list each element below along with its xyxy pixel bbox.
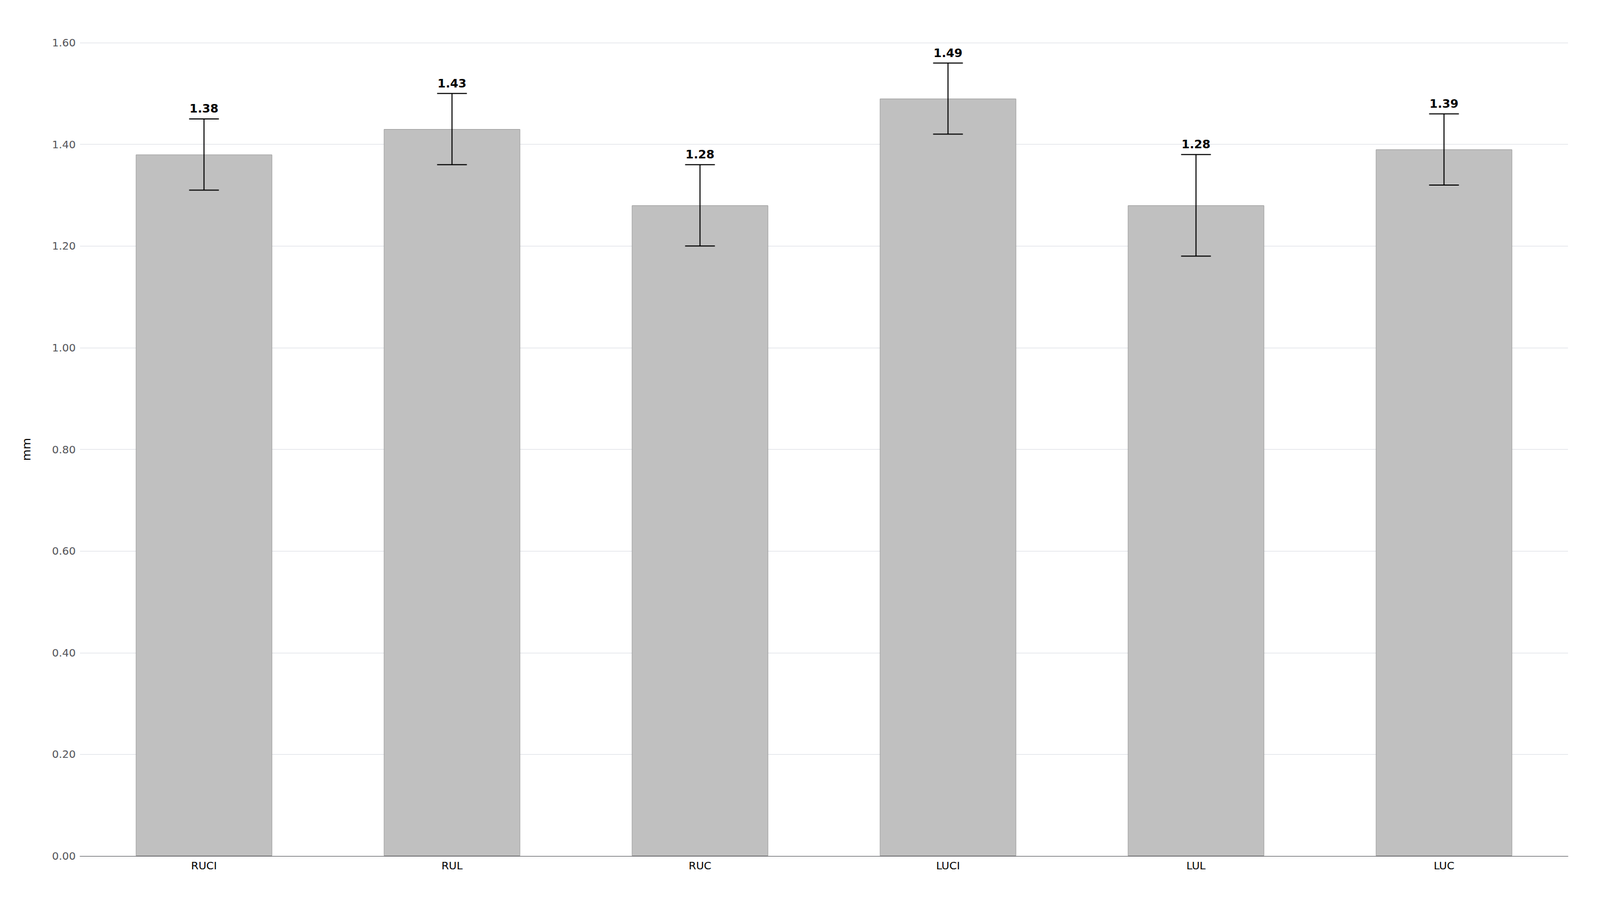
svg-text:0.80: 0.80: [51, 443, 76, 456]
svg-text:LUL: LUL: [1186, 859, 1207, 872]
svg-text:0.60: 0.60: [51, 544, 76, 558]
svg-text:1.28: 1.28: [1181, 137, 1211, 151]
svg-text:1.49: 1.49: [933, 46, 963, 60]
svg-text:mm: mm: [19, 437, 34, 461]
svg-text:RUCI: RUCI: [190, 859, 217, 872]
svg-text:1.40: 1.40: [51, 138, 76, 151]
svg-text:1.00: 1.00: [51, 341, 76, 355]
svg-text:1.39: 1.39: [1429, 97, 1459, 111]
svg-text:1.20: 1.20: [51, 239, 76, 253]
svg-text:LUC: LUC: [1433, 859, 1455, 872]
svg-text:LUCI: LUCI: [936, 859, 960, 872]
svg-text:0.20: 0.20: [51, 747, 76, 761]
svg-text:0.40: 0.40: [51, 646, 76, 660]
svg-text:1.60: 1.60: [51, 36, 76, 50]
svg-text:1.28: 1.28: [685, 147, 715, 162]
svg-text:0.00: 0.00: [51, 849, 76, 863]
svg-text:RUL: RUL: [441, 859, 464, 872]
svg-text:1.38: 1.38: [189, 101, 219, 116]
svg-text:RUC: RUC: [688, 859, 712, 872]
svg-text:1.43: 1.43: [437, 76, 467, 91]
